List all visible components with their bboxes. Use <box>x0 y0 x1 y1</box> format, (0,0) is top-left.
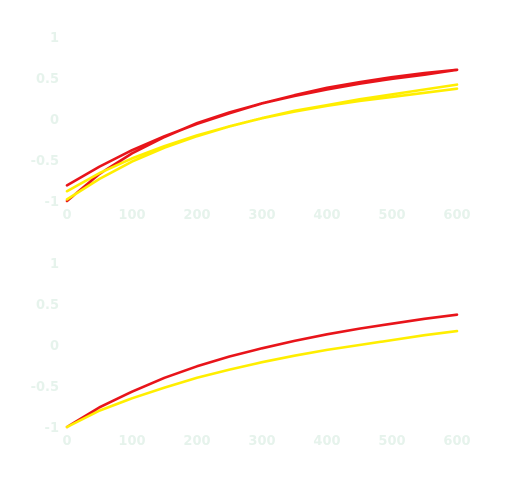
y-tick-label: 0.5 <box>36 72 59 87</box>
x-tick-label: 0 <box>62 434 71 449</box>
series-line-2 <box>65 329 459 429</box>
series-line-1 <box>65 313 459 429</box>
x-tick-label: 0 <box>62 208 71 223</box>
series-line-1 <box>65 68 459 187</box>
y-tick-label: -1 <box>45 195 59 210</box>
y-tick-label: 0.5 <box>36 298 59 313</box>
series-line-3 <box>65 83 459 193</box>
x-tick-label: 200 <box>183 434 210 449</box>
series-line-2 <box>65 68 459 203</box>
x-tick-label: 400 <box>313 208 340 223</box>
x-tick-label: 100 <box>118 208 145 223</box>
y-tick-label: -0.5 <box>31 154 59 169</box>
chart-panel-top: 10.50-0.5-10 100 200 300 400 500 600 <box>31 31 471 223</box>
x-tick-label: 500 <box>378 434 405 449</box>
x-tick-label: 600 <box>443 208 470 223</box>
y-tick-label: 1 <box>50 31 59 46</box>
series-line-4 <box>65 87 459 201</box>
x-tick-label: 500 <box>378 208 405 223</box>
x-tick-label: 300 <box>248 208 275 223</box>
chart-panel-bottom: 10.50-0.5-10 100 200 300 400 500 600 <box>31 257 471 449</box>
x-tick-label: 400 <box>313 434 340 449</box>
x-tick-label: 200 <box>183 208 210 223</box>
x-tick-label: 600 <box>443 434 470 449</box>
y-tick-label: -1 <box>45 421 59 436</box>
y-tick-label: -0.5 <box>31 380 59 395</box>
x-tick-label: 300 <box>248 434 275 449</box>
x-tick-label: 100 <box>118 434 145 449</box>
y-tick-label: 0 <box>50 113 59 128</box>
y-tick-label: 1 <box>50 257 59 272</box>
y-tick-label: 0 <box>50 339 59 354</box>
